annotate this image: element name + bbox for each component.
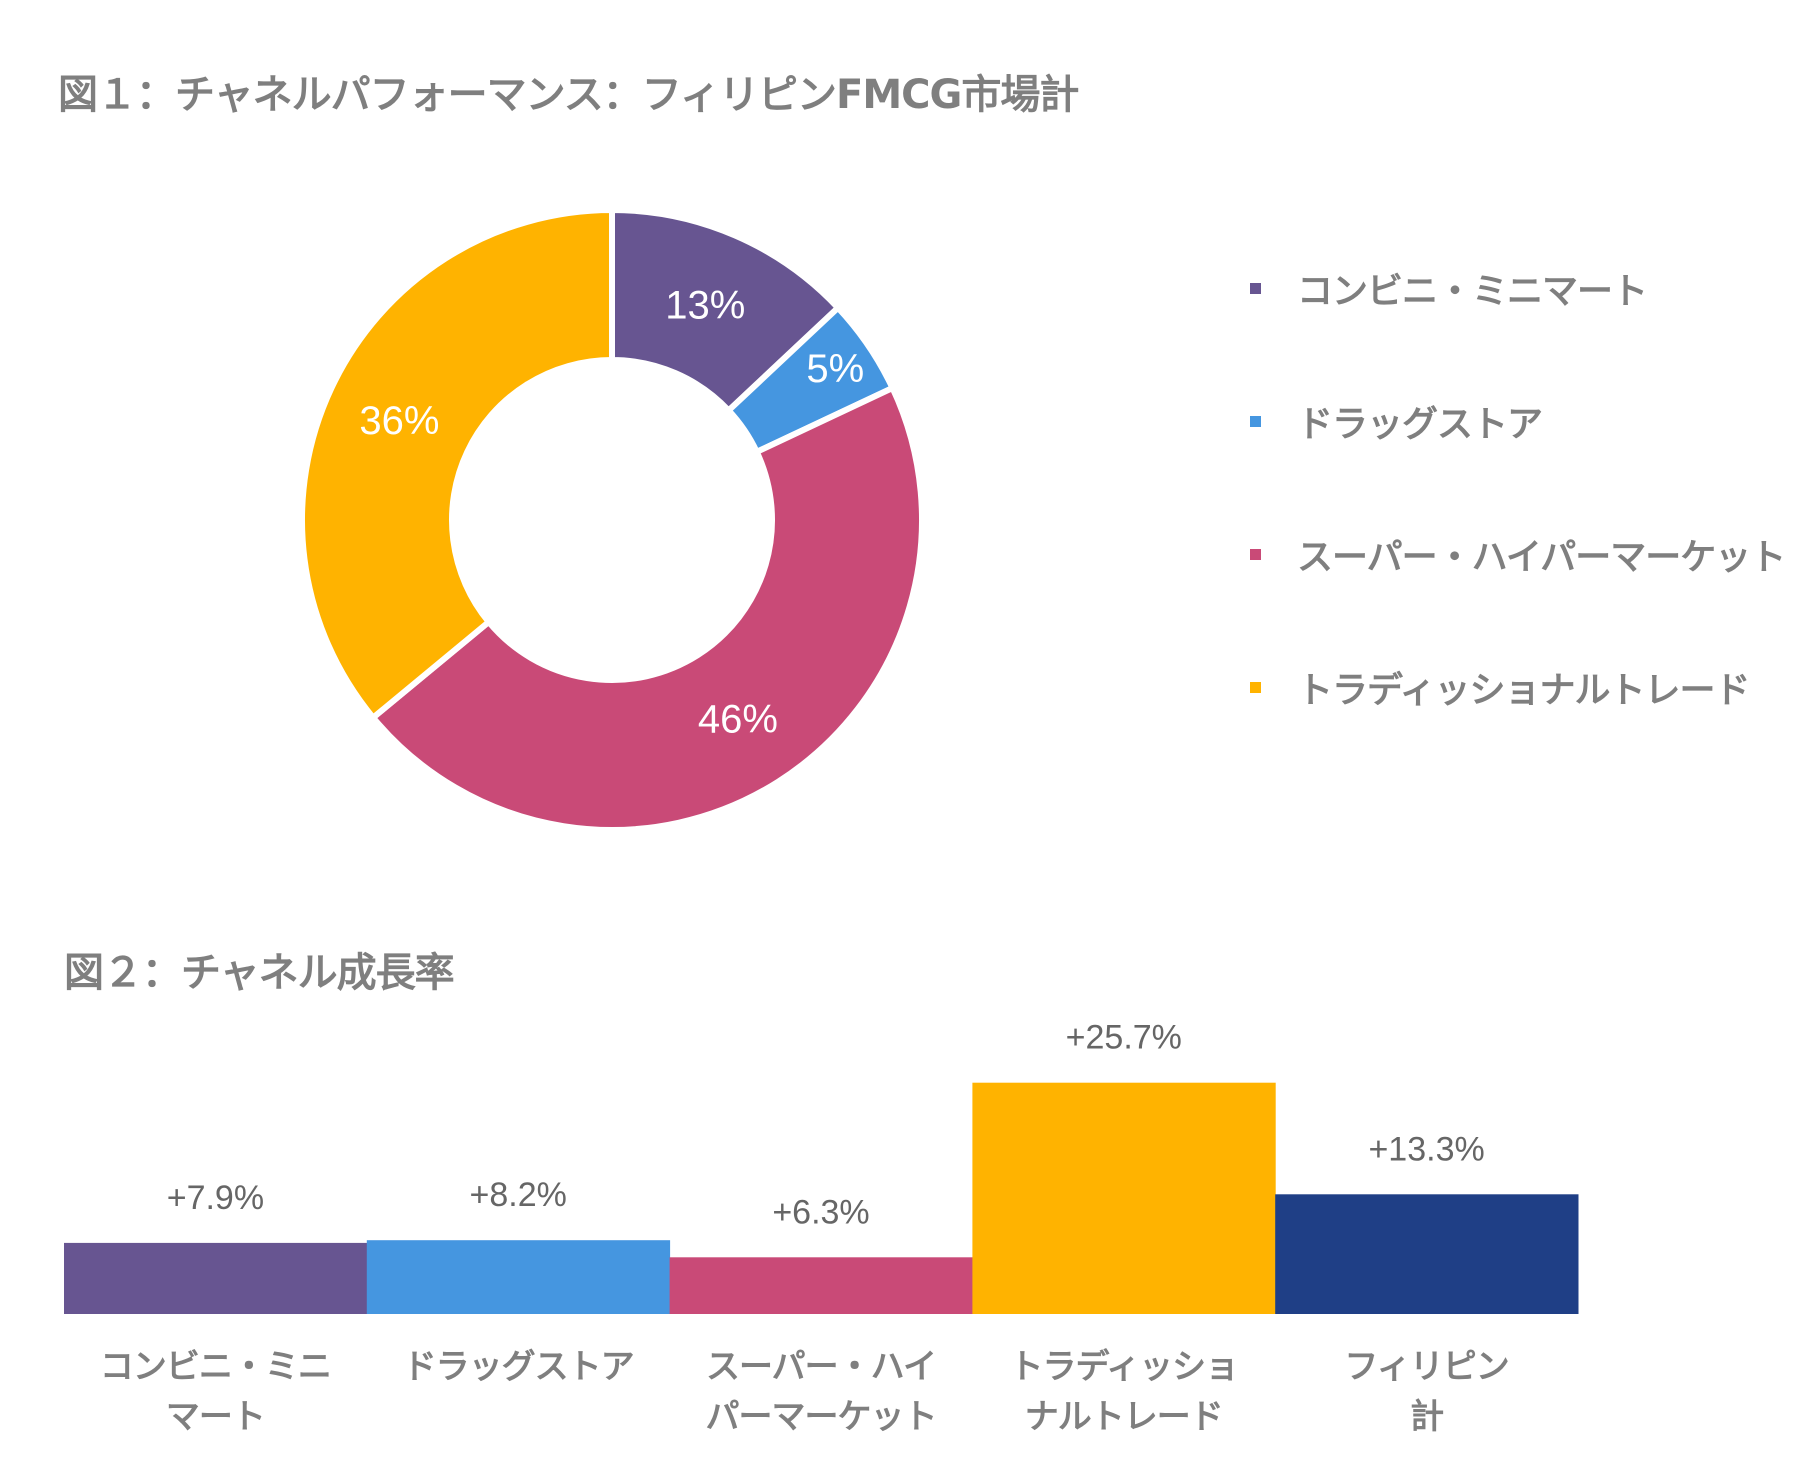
bar-category-label-line: マート bbox=[165, 1397, 266, 1437]
legend-swatch bbox=[1250, 681, 1261, 693]
bar-0 bbox=[64, 1242, 368, 1314]
legend-label: スーパー・ハイパーマーケット bbox=[1297, 537, 1786, 578]
donut-slice-3 bbox=[299, 206, 615, 722]
bar-category-label-line: コンビニ・ミニ bbox=[99, 1347, 332, 1387]
bar-category-label-line: 計 bbox=[1410, 1397, 1444, 1437]
bar-value-label-0: +7.9% bbox=[167, 1179, 264, 1217]
legend-swatch bbox=[1250, 415, 1261, 427]
donut-slice-label-1: 5% bbox=[806, 347, 864, 391]
bar-category-label: トラディッショ ナルトレード bbox=[974, 1342, 1274, 1442]
legend-label: トラディッショナルトレード bbox=[1297, 670, 1750, 711]
bar-chart-title: 図２：チャネル成長率 bbox=[64, 950, 455, 996]
bar-category-label: フィリピン計 bbox=[1277, 1342, 1577, 1442]
bar-3 bbox=[972, 1082, 1276, 1314]
donut-slice-label-3: 36% bbox=[359, 399, 439, 443]
bar-category-label-line: スーパー・ハイ bbox=[706, 1347, 937, 1387]
donut-slice-2 bbox=[368, 384, 925, 833]
donut-slice-label-0: 13% bbox=[665, 283, 745, 327]
legend-item: ドラッグストア bbox=[1250, 395, 1543, 447]
legend-label: コンビニ・ミニマート bbox=[1297, 271, 1648, 312]
bar-value-label-3: +25.7% bbox=[1066, 1019, 1182, 1057]
legend-item: コンビニ・ミニマート bbox=[1250, 262, 1648, 314]
legend-label: ドラッグストア bbox=[1297, 404, 1543, 445]
legend-item: トラディッショナルトレード bbox=[1250, 661, 1750, 713]
bar-value-label-1: +8.2% bbox=[470, 1176, 567, 1214]
donut-chart-title: 図１：チャネルパフォーマンス：フィリピンFMCG市場計 bbox=[58, 72, 1079, 118]
donut-slice-label-2: 46% bbox=[698, 697, 778, 741]
bar-category-label: コンビニ・ミニ マート bbox=[65, 1342, 365, 1442]
bar-category-label-line: パーマーケット bbox=[705, 1397, 938, 1437]
bar-category-label-line: フィリピン bbox=[1344, 1347, 1509, 1387]
bar-value-label-4: +13.3% bbox=[1368, 1130, 1484, 1168]
bar-category-label-line: ナルトレード bbox=[1024, 1397, 1224, 1437]
bar-category-label-line: ドラッグストア bbox=[402, 1347, 635, 1387]
legend-swatch bbox=[1250, 282, 1261, 294]
bar-category-label-line: トラディッショ bbox=[1009, 1347, 1239, 1387]
legend-item: スーパー・ハイパーマーケット bbox=[1250, 528, 1786, 580]
bar-1 bbox=[366, 1240, 671, 1314]
bar-2 bbox=[669, 1257, 973, 1314]
bar-category-label: ドラッグストア bbox=[368, 1342, 668, 1392]
legend-swatch bbox=[1250, 548, 1261, 560]
bar-category-label: スーパー・ハイ パーマーケット bbox=[671, 1342, 971, 1442]
bar-value-label-2: +6.3% bbox=[772, 1193, 869, 1231]
bar-4 bbox=[1275, 1194, 1579, 1314]
